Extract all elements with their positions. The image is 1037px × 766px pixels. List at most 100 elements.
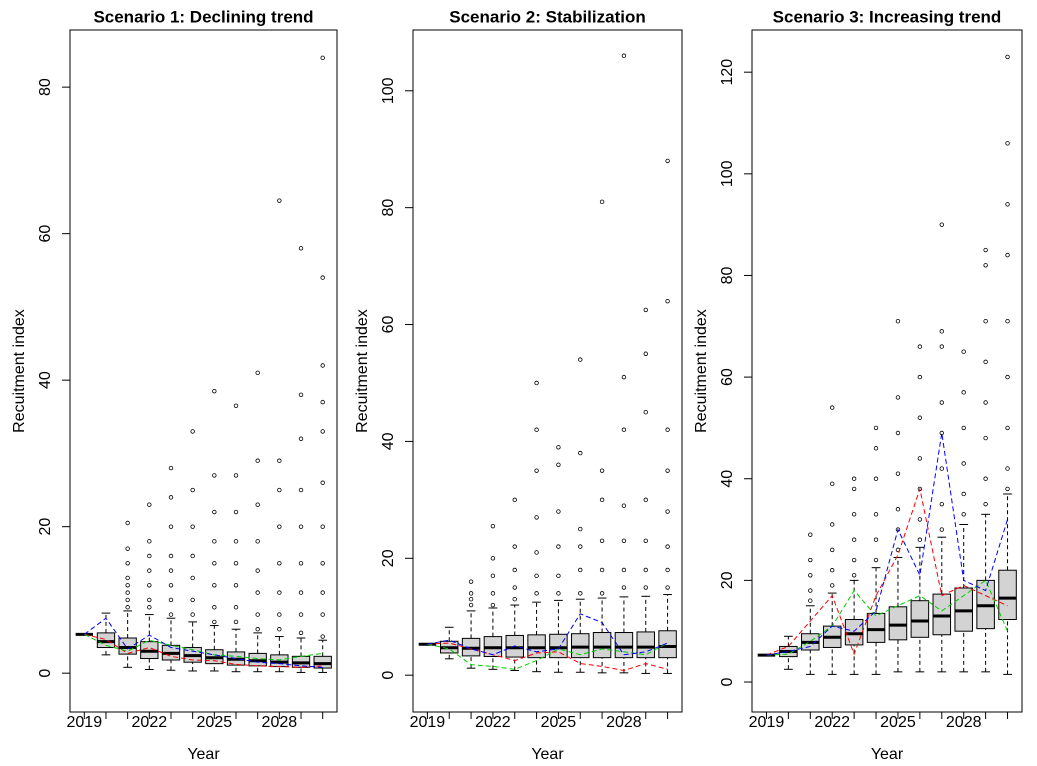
outlier [147,502,152,507]
outlier [512,585,517,590]
trajectory-line [84,633,323,661]
outlier [168,612,174,617]
trajectory-line [766,579,1008,656]
outlier [298,246,304,251]
x-tick-label: 2028 [606,714,642,731]
outlier [578,450,583,456]
outlier [168,495,174,500]
outlier [190,597,195,603]
outlier [851,573,857,578]
outlier [320,275,325,280]
outlier [665,298,670,304]
panel-title: Scenario 1: Declining trend [93,7,313,26]
outlier [320,480,325,485]
outlier [643,538,648,543]
outlier [490,573,496,579]
x-tick-label: 2022 [475,714,511,731]
x-tick-label: 2022 [814,714,850,731]
outlier [599,497,605,503]
box [866,612,886,643]
outlier [190,524,195,529]
outlier [643,567,648,573]
outlier [939,501,944,507]
outlier [277,612,282,617]
outlier [621,567,627,573]
outlier [556,509,561,514]
outlier [233,403,239,408]
outlier [320,363,325,368]
outlier [895,471,901,476]
outlier [490,523,496,529]
outlier [917,456,923,461]
outlier [212,473,217,478]
outlier [917,374,923,380]
panel: Scenario 1: Declining trend Year Recuitmen… [11,7,338,763]
outlier [298,630,304,636]
y-tick-label: 20 [380,549,397,567]
outlier [168,597,174,603]
outlier [895,318,901,324]
outlier [665,468,670,473]
outlier [983,435,988,441]
outlier [125,597,130,603]
box [888,606,908,641]
outlier [490,602,496,608]
outlier [147,597,152,603]
outlier [599,538,605,543]
outlier [873,446,879,451]
outlier [643,351,648,356]
panel: Scenario 3: Increasing trend Year Recuitme… [693,7,1023,763]
outlier [277,524,282,529]
outlier [490,556,496,561]
outlier [233,605,239,610]
outlier [621,503,627,508]
y-axis-label: Recuitment index [11,309,28,433]
outlier [168,524,174,529]
outlier [599,468,605,473]
outlier [599,199,605,205]
outlier [851,557,857,563]
y-tick-label: 100 [719,160,736,187]
outlier [808,573,813,578]
box [549,633,568,659]
outlier [1005,486,1010,492]
outlier [830,568,835,573]
outlier [320,561,325,566]
outlier [534,591,539,596]
trajectory-line [84,633,323,668]
outlier [512,567,517,573]
outlier [233,561,239,566]
outlier [233,473,239,478]
outlier [212,388,217,394]
outlier [125,546,130,551]
outlier [255,627,260,632]
outlier [125,520,130,526]
outlier [961,461,966,466]
outlier [643,307,648,313]
outlier [599,591,605,596]
outlier [147,605,152,610]
outlier [277,198,282,203]
outlier [983,501,988,507]
outlier [190,612,195,617]
outlier [830,522,835,527]
outlier [212,561,217,566]
outlier [190,487,195,493]
outlier [320,524,325,529]
y-tick-label: 0 [719,677,736,686]
panel-title: Scenario 3: Increasing trend [773,7,1002,26]
outlier [298,436,304,441]
outlier [147,553,152,559]
outlier [277,627,282,632]
outlier [277,487,282,493]
outlier [578,526,583,532]
trajectory-line [766,432,1009,656]
outlier [983,247,988,253]
plot-frame [412,29,683,713]
y-axis-label: Recuitment index [354,309,371,433]
outlier [961,512,966,517]
y-tick-label: 60 [719,368,736,386]
outlier [895,430,901,436]
